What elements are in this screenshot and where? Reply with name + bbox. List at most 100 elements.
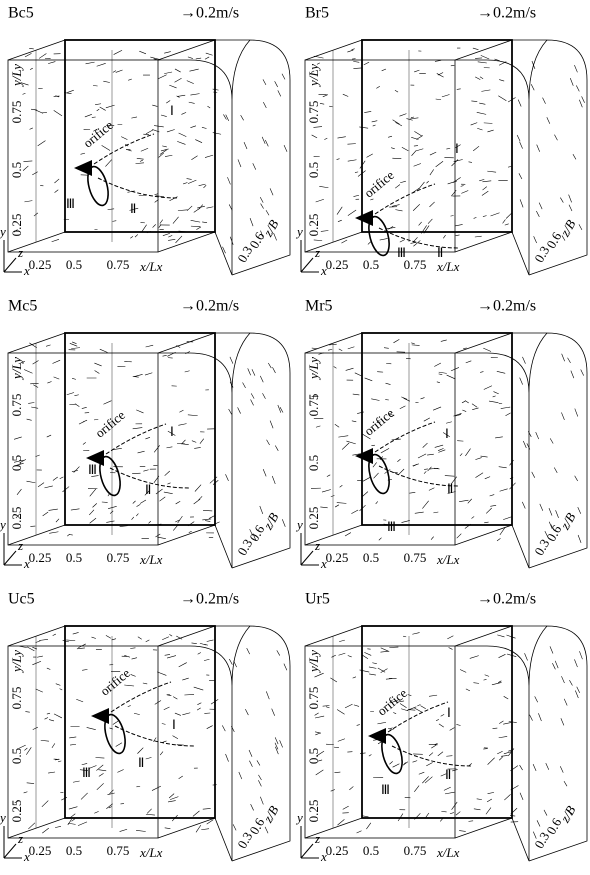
vector — [481, 55, 489, 59]
vector — [523, 441, 526, 448]
vector — [461, 191, 468, 194]
vector — [495, 437, 503, 438]
vector — [181, 112, 186, 114]
y-tick-label: 0.75 — [306, 687, 321, 710]
vector — [488, 758, 495, 765]
vector — [85, 114, 92, 117]
vector — [146, 640, 150, 642]
vector — [190, 94, 199, 95]
y-axis-label: y/Ly — [306, 357, 321, 381]
vector — [443, 235, 445, 238]
vector — [348, 210, 356, 216]
vector — [520, 765, 523, 770]
vector — [95, 757, 104, 758]
vector — [561, 676, 564, 683]
vector — [30, 68, 33, 69]
region-label: Ⅱ — [445, 767, 451, 782]
orifice-jet — [368, 728, 386, 744]
vector — [420, 706, 425, 709]
vector — [153, 224, 156, 227]
vector — [199, 184, 206, 186]
vector — [425, 777, 432, 783]
vector — [100, 349, 108, 352]
vector — [164, 492, 173, 494]
back-face — [305, 60, 455, 252]
vector — [578, 507, 581, 514]
vector — [355, 172, 358, 173]
vector — [484, 679, 487, 680]
vector — [36, 641, 41, 643]
vector — [89, 510, 94, 515]
vector — [207, 640, 214, 642]
figure: Bc5→0.2m/sorificeⅠⅡⅢ0.250.50.75y/Ly0.250… — [0, 0, 590, 875]
vector — [68, 823, 75, 824]
vector — [426, 762, 432, 765]
vector — [384, 348, 389, 349]
vector — [424, 418, 430, 421]
vector — [54, 377, 60, 379]
vector — [475, 458, 481, 460]
vector — [107, 793, 114, 795]
vector — [128, 79, 132, 80]
vector — [198, 652, 201, 654]
vector — [539, 203, 542, 209]
vector — [316, 199, 324, 202]
vector — [487, 799, 492, 802]
vector — [160, 497, 166, 501]
vector — [433, 407, 441, 410]
vector — [315, 732, 321, 733]
vector — [484, 386, 492, 390]
vector — [202, 222, 207, 223]
vector — [99, 773, 104, 776]
vector — [268, 363, 271, 368]
vector — [157, 672, 166, 676]
vector — [480, 77, 483, 79]
region-label: Ⅰ — [170, 424, 174, 439]
scale-label: →0.2m/s — [477, 5, 536, 22]
vector — [73, 781, 80, 782]
vector — [197, 703, 201, 705]
vector — [182, 678, 188, 680]
vector — [323, 95, 328, 97]
vector — [429, 202, 434, 207]
region-label: Ⅲ — [82, 765, 91, 780]
vector — [124, 685, 134, 686]
vector — [183, 183, 187, 184]
vector — [373, 125, 376, 126]
vector — [68, 819, 72, 825]
vector — [578, 535, 581, 543]
vector — [357, 725, 360, 726]
vector — [503, 517, 512, 520]
vector — [173, 697, 177, 700]
vector — [376, 501, 378, 504]
vector — [472, 516, 475, 518]
vector — [25, 712, 29, 713]
vector — [52, 743, 55, 747]
vector — [71, 509, 80, 510]
vector — [353, 195, 359, 196]
vector — [518, 100, 521, 107]
vector — [560, 198, 563, 203]
x-tick-label: 0.5 — [66, 550, 82, 565]
vector — [391, 148, 395, 149]
orifice-jet — [74, 160, 92, 176]
vector — [206, 207, 213, 208]
vector — [348, 160, 357, 161]
frame-line — [305, 333, 362, 353]
vector — [262, 393, 265, 398]
vector — [194, 499, 200, 504]
vector — [72, 378, 76, 379]
vector — [272, 367, 275, 373]
vector — [154, 126, 164, 127]
vector — [413, 204, 420, 211]
vector — [480, 372, 483, 373]
vector — [441, 811, 446, 812]
vector — [353, 61, 359, 62]
vector — [136, 514, 138, 516]
region-label: Ⅲ — [387, 519, 396, 534]
vector — [43, 512, 49, 516]
vector — [97, 109, 100, 111]
vector — [275, 743, 278, 750]
vector — [331, 655, 335, 657]
vector — [175, 69, 181, 72]
